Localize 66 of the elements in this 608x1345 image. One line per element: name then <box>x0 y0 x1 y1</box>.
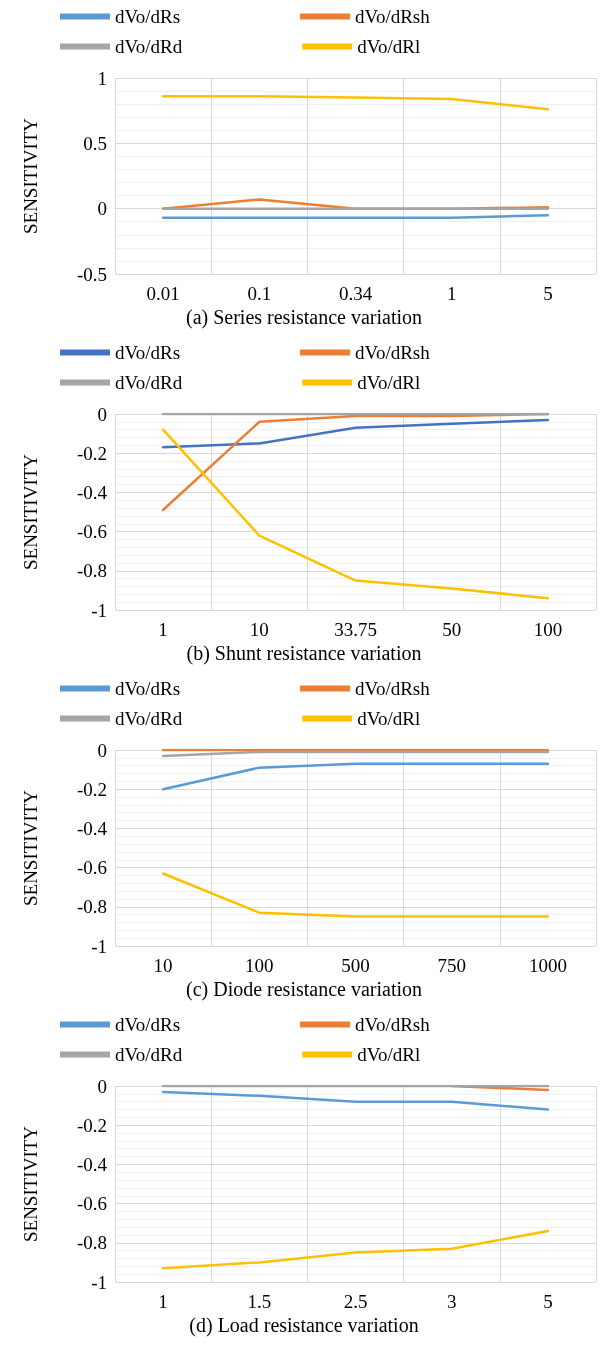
legend-label: dVo/dRsh <box>355 1014 431 1035</box>
y-tick-label: -0.4 <box>76 481 108 503</box>
legend-label: dVo/dRs <box>115 1014 181 1035</box>
y-tick-label: -0.6 <box>76 857 107 879</box>
x-tick-label: 2.5 <box>343 1291 368 1312</box>
legend-label: dVo/dRd <box>115 708 183 729</box>
text: (b) Shunt resistance variation <box>186 642 422 665</box>
legend-label: dVo/dRs <box>115 342 181 363</box>
legend-label: dVo/dRl <box>357 372 421 393</box>
legend-label: dVo/dRd <box>115 36 183 57</box>
y-tick-label: -1 <box>91 935 107 957</box>
x-tick-label: 33.75 <box>334 619 377 640</box>
legend-label: dVo/dRs <box>115 678 181 699</box>
legend-label: dVo/dRs <box>115 6 181 27</box>
y-tick-label: -1 <box>91 599 107 621</box>
legend-label: dVo/dRl <box>357 36 421 57</box>
x-tick-label: 10 <box>249 619 269 640</box>
legend-label: dVo/dRl <box>357 1044 421 1065</box>
x-tick-label: 100 <box>533 619 563 640</box>
y-tick-label: -0.2 <box>76 442 107 464</box>
y-tick-label: -0.8 <box>76 896 107 918</box>
x-tick-label: 5 <box>543 283 553 304</box>
x-tick-label: 100 <box>245 955 274 976</box>
y-tick-label: -0.8 <box>76 1232 107 1254</box>
y-tick-label: 0 <box>97 403 107 425</box>
x-tick-label: 1 <box>158 1291 168 1312</box>
y-axis-title: SENSITIVITY <box>20 453 41 571</box>
legend-label: dVo/dRsh <box>355 6 431 27</box>
y-tick-label: -0.2 <box>76 1114 107 1136</box>
y-tick-label: -0.2 <box>76 778 107 800</box>
y-tick-label: 0 <box>97 739 107 761</box>
x-tick-label: 3 <box>446 1291 457 1312</box>
y-tick-label: -0.5 <box>76 263 107 285</box>
y-tick-label: -0.8 <box>76 560 107 582</box>
x-tick-label: 500 <box>341 955 370 976</box>
y-tick-label: -0.6 <box>76 521 107 543</box>
y-tick-label: 0 <box>97 198 107 220</box>
y-axis-title: SENSITIVITY <box>20 1125 41 1243</box>
x-tick-label: 5 <box>543 1291 553 1312</box>
y-tick-label: -0.4 <box>76 1153 108 1175</box>
legend-label: dVo/dRl <box>357 708 421 729</box>
x-tick-label: 0.1 <box>247 283 272 304</box>
x-tick-label: 0.01 <box>146 283 180 304</box>
text: (a) Series resistance variation <box>185 306 423 329</box>
x-tick-label: 1.5 <box>247 1291 272 1312</box>
y-tick-label: -0.6 <box>76 1193 107 1215</box>
y-tick-label: -0.4 <box>76 817 108 839</box>
text: (d) Load resistance variation <box>189 1314 419 1337</box>
x-tick-label: 1 <box>446 283 457 304</box>
x-tick-label: 1 <box>158 619 168 640</box>
legend-label: dVo/dRsh <box>355 678 431 699</box>
y-tick-label: -1 <box>91 1271 107 1293</box>
legend-label: dVo/dRd <box>115 372 183 393</box>
y-axis-title: SENSITIVITY <box>20 789 41 907</box>
y-tick-label: 0.5 <box>83 132 107 154</box>
y-tick-label: 1 <box>97 67 107 89</box>
x-tick-label: 10 <box>153 955 173 976</box>
x-tick-label: 50 <box>442 619 462 640</box>
x-tick-label: 0.34 <box>338 283 373 304</box>
x-tick-label: 1000 <box>528 955 567 976</box>
y-axis-title: SENSITIVITY <box>20 117 41 235</box>
x-tick-label: 750 <box>437 955 466 976</box>
text: (c) Diode resistance variation <box>185 978 423 1001</box>
legend-label: dVo/dRd <box>115 1044 183 1065</box>
legend-label: dVo/dRsh <box>355 342 431 363</box>
y-tick-label: 0 <box>97 1075 107 1097</box>
